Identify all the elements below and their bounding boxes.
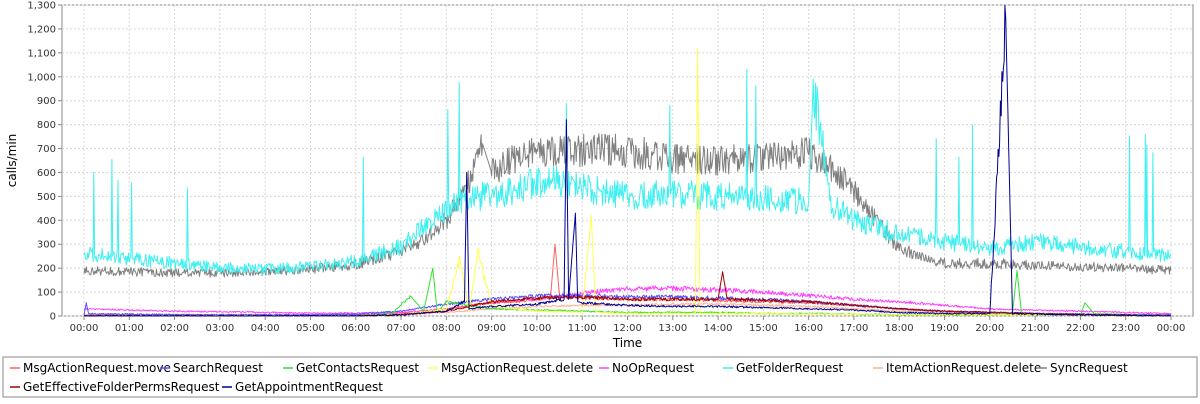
x-tick-label: 04:00	[251, 323, 280, 334]
y-tick-label: 100	[37, 288, 56, 299]
y-axis-title: calls/min	[5, 134, 19, 188]
legend-item: MsgActionRequest.delete	[428, 361, 593, 375]
legend-label: GetAppointmentRequest	[235, 380, 383, 394]
x-tick-label: 21:00	[1021, 323, 1050, 334]
plot-area	[61, 4, 1194, 317]
x-tick-label: 00:00	[70, 323, 99, 334]
legend-label: GetFolderRequest	[736, 361, 844, 375]
x-tick-label: 23:00	[1111, 323, 1140, 334]
x-tick-label: 08:00	[432, 323, 461, 334]
x-tick-label: 01:00	[115, 323, 144, 334]
x-tick-label: 16:00	[794, 323, 823, 334]
x-tick-label: 03:00	[205, 323, 234, 334]
legend-item: SearchRequest	[160, 361, 263, 375]
legend-label: SyncRequest	[1050, 361, 1128, 375]
x-axis: 00:00 01:00 02:00 03:00 04:00 05:00 06:00 07:00…	[70, 316, 1186, 334]
x-tick-label: 09:00	[477, 323, 506, 334]
y-tick-label: 400	[37, 216, 56, 227]
legend-item: SyncRequest	[1037, 361, 1128, 375]
y-tick-label: 300	[37, 240, 56, 251]
legend-label: NoOpRequest	[612, 361, 694, 375]
y-tick-label: 1,200	[27, 24, 56, 35]
legend: MsgActionRequest.move SearchRequest GetCon…	[2, 356, 1198, 398]
y-tick-label: 1,100	[27, 48, 56, 59]
legend-label: MsgActionRequest.delete	[441, 361, 593, 375]
y-tick-label: 0	[50, 312, 56, 323]
x-axis-title: Time	[612, 336, 642, 350]
series-line-getfolderrequest	[83, 69, 1172, 275]
x-tick-label: 02:00	[160, 323, 189, 334]
series-line-syncrequest	[83, 133, 1172, 278]
y-tick-label: 900	[37, 96, 56, 107]
y-tick-label: 1,300	[27, 1, 56, 12]
x-tick-label: 10:00	[523, 323, 552, 334]
x-tick-label: 11:00	[568, 323, 597, 334]
y-tick-label: 700	[37, 144, 56, 155]
x-tick-label: 17:00	[840, 323, 869, 334]
x-tick-label: 12:00	[613, 323, 642, 334]
legend-item: ItemActionRequest.delete	[873, 361, 1041, 375]
legend-label: ItemActionRequest.delete	[886, 361, 1041, 375]
legend-label: SearchRequest	[173, 361, 263, 375]
legend-label: GetEffectiveFolderPermsRequest	[23, 380, 220, 394]
legend-item: MsgActionRequest.move	[10, 361, 171, 375]
x-tick-label: 13:00	[658, 323, 687, 334]
legend-items: MsgActionRequest.move SearchRequest GetCon…	[10, 361, 1128, 394]
x-tick-label: 14:00	[704, 323, 733, 334]
x-tick-label: 00:00	[1157, 323, 1186, 334]
x-tick-label: 22:00	[1066, 323, 1095, 334]
y-tick-label: 500	[37, 192, 56, 203]
y-tick-label: 200	[37, 264, 56, 275]
x-tick-label: 18:00	[885, 323, 914, 334]
y-tick-label: 600	[37, 168, 56, 179]
x-tick-label: 20:00	[975, 323, 1004, 334]
legend-item: GetFolderRequest	[723, 361, 844, 375]
x-tick-label: 19:00	[930, 323, 959, 334]
y-tick-label: 800	[37, 120, 56, 131]
x-tick-label: 06:00	[341, 323, 370, 334]
legend-label: GetContactsRequest	[296, 361, 419, 375]
legend-item: GetContactsRequest	[283, 361, 419, 375]
legend-item: NoOpRequest	[599, 361, 694, 375]
x-tick-label: 15:00	[749, 323, 778, 334]
x-tick-label: 07:00	[387, 323, 416, 334]
x-tick-label: 05:00	[296, 323, 325, 334]
legend-item: GetAppointmentRequest	[222, 380, 383, 394]
legend-label: MsgActionRequest.move	[23, 361, 171, 375]
y-tick-label: 1,000	[27, 72, 56, 83]
y-axis: 0 100 200 300 400 500 600 700 800 900 1,000 1,100 1,…	[27, 1, 62, 323]
legend-box	[2, 356, 1198, 398]
legend-item: GetEffectiveFolderPermsRequest	[10, 380, 220, 394]
